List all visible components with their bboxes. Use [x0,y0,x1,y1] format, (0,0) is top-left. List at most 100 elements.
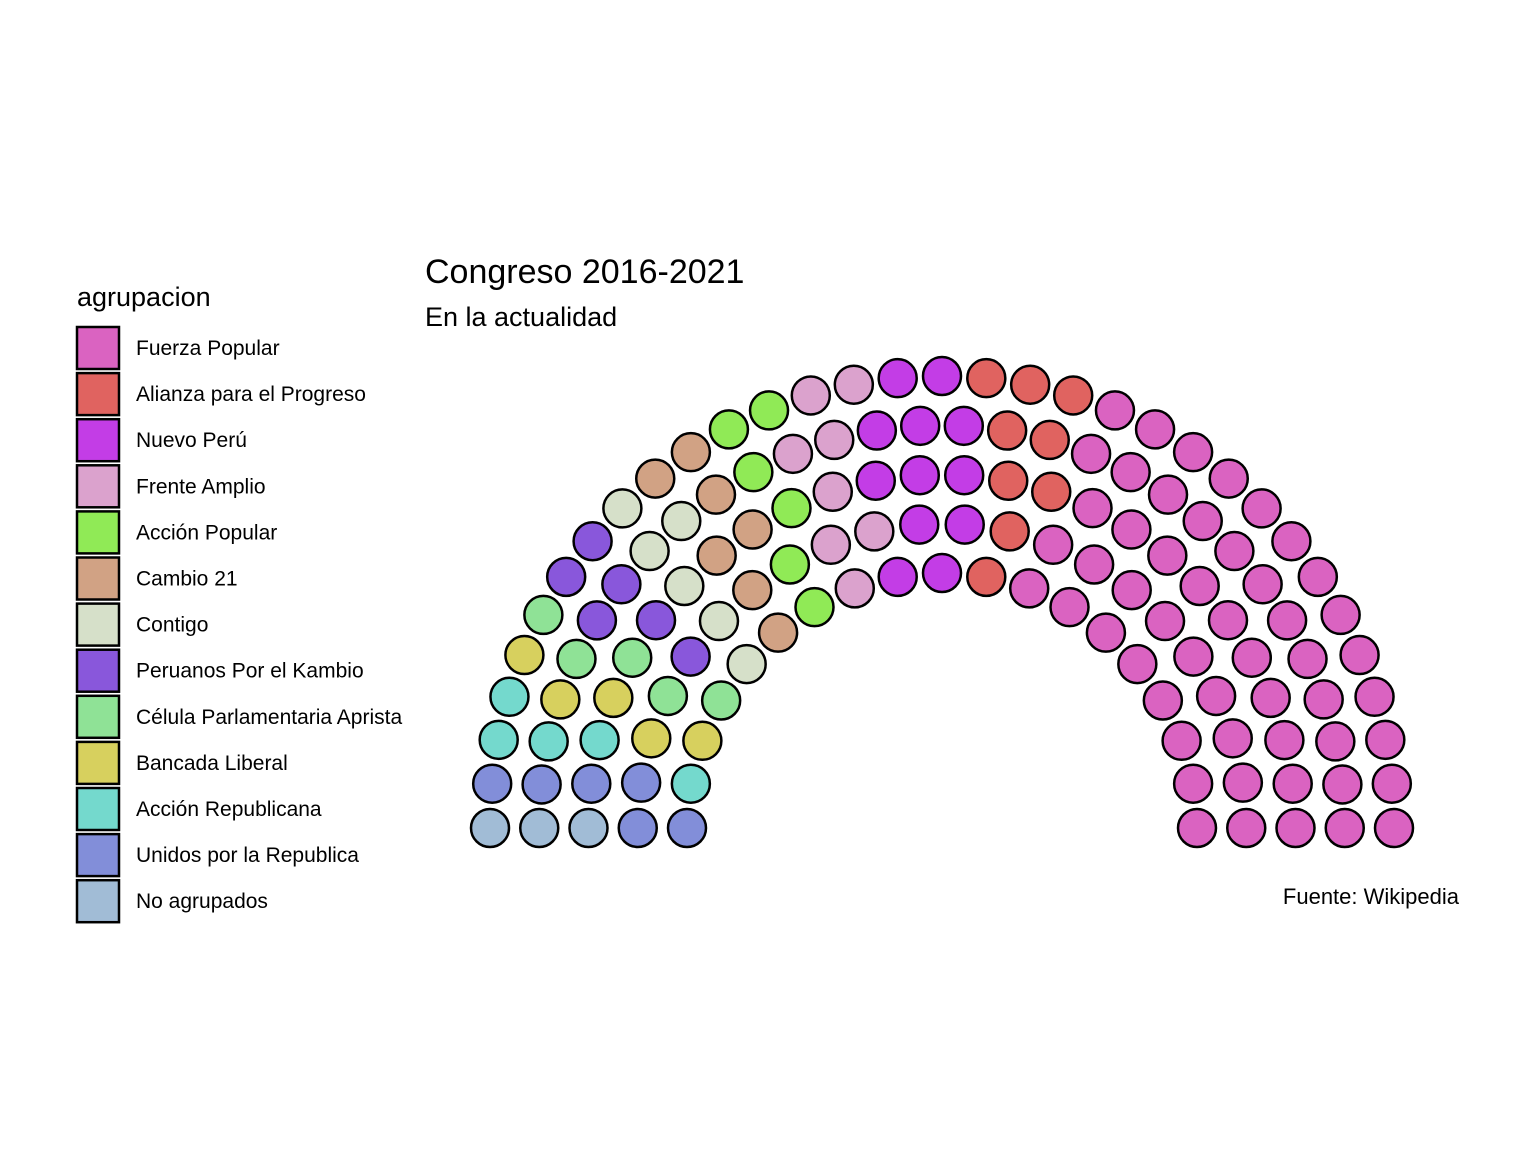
legend-key-frente-amplio [75,464,121,509]
seat-alianza-para-el-progreso [1030,471,1072,513]
legend-label-accion-popular: Acción Popular [136,521,277,544]
seat-fuerza-popular [1271,521,1312,562]
legend-key-peruanos-por-el-kambio [75,648,121,693]
seat-frente-amplio [854,511,895,552]
legend-key-bancada-liberal [75,740,121,786]
seat-peruanos-por-el-kambio [545,556,587,598]
seat-accion-republicana [489,676,530,718]
seat-nuevo-peru [877,556,918,598]
seat-cambio-21 [635,458,676,499]
seat-frente-amplio [772,433,814,475]
seat-fuerza-popular [1176,807,1218,849]
seat-nuevo-peru [877,357,918,399]
seat-cambio-21 [696,535,737,576]
chart-subtitle: En la actualidad [425,302,617,332]
seat-fuerza-popular [1110,451,1151,493]
seats [469,355,1415,849]
seat-accion-republicana [670,763,712,804]
seat-nuevo-peru [899,454,941,496]
seat-nuevo-peru [899,504,940,545]
seat-cambio-21 [670,431,712,473]
seat-fuerza-popular [1172,431,1214,473]
seat-alianza-para-el-progreso [966,357,1007,399]
seat-fuerza-popular [1212,718,1253,759]
seat-fuerza-popular [1085,612,1127,653]
legend-key-alianza-para-el-progreso [75,371,121,417]
legend-label-frente-amplio: Frente Amplio [136,475,266,498]
legend-label-unidos-por-la-republica: Unidos por la Republica [136,844,359,867]
legend-key-accion-republicana [75,786,121,832]
seat-fuerza-popular [1242,564,1283,605]
seat-celula-parlamentaria-aprista [700,680,742,721]
legend-key-accion-popular [75,510,121,555]
seat-cambio-21 [757,612,799,653]
seat-fuerza-popular [1297,556,1339,598]
seat-accion-republicana [579,719,620,761]
seat-frente-amplio [833,364,875,405]
seat-fuerza-popular [1195,675,1237,717]
seat-alianza-para-el-progreso [1009,364,1051,405]
seat-fuerza-popular [1172,763,1214,804]
legend-key-no-agrupados [75,878,121,924]
seat-fuerza-popular [1147,474,1189,515]
seat-fuerza-popular [1094,390,1136,431]
seat-celula-parlamentaria-aprista [556,638,597,680]
legend-key-cambio-21 [75,556,121,601]
seat-fuerza-popular [1147,535,1188,576]
legend-label-fuerza-popular: Fuerza Popular [136,337,280,360]
seat-accion-popular [771,487,812,529]
seat-fuerza-popular [1339,634,1380,676]
seat-alianza-para-el-progreso [989,511,1030,552]
seat-fuerza-popular [1315,721,1356,762]
seat-accion-republicana [528,721,569,762]
seat-peruanos-por-el-kambio [635,599,677,641]
seat-bancada-liberal [593,677,634,719]
legend-label-contigo: Contigo [136,614,208,637]
legend-key-celula-parlamentaria-aprista [75,694,121,740]
seat-fuerza-popular [1049,586,1090,628]
seat-fuerza-popular [1008,568,1050,609]
seat-bancada-liberal [682,720,723,762]
seat-accion-popular [733,451,774,493]
seat-celula-parlamentaria-aprista [611,637,653,678]
seat-frente-amplio [790,375,832,416]
seat-frente-amplio [810,524,852,566]
chart-title: Congreso 2016-2021 [425,253,744,291]
seat-nuevo-peru [899,405,941,447]
seat-peruanos-por-el-kambio [572,521,613,562]
seat-unidos-por-la-republica [620,762,662,803]
seat-bancada-liberal [631,718,672,759]
seat-fuerza-popular [1264,719,1305,761]
seat-accion-popular [794,586,835,628]
seat-fuerza-popular [1134,409,1176,450]
seat-fuerza-popular [1222,762,1264,803]
seat-contigo [629,530,670,572]
seat-fuerza-popular [1117,643,1158,685]
seat-contigo [664,565,705,607]
seat-fuerza-popular [1214,530,1255,572]
seat-frente-amplio [834,568,876,609]
legend: Fuerza Popular Alianza para el Progreso Nu… [75,325,402,924]
seat-fuerza-popular [1324,807,1365,849]
seat-unidos-por-la-republica [666,807,708,849]
seat-nuevo-peru [944,504,985,545]
seat-fuerza-popular [1322,764,1363,805]
seat-fuerza-popular [1371,763,1413,804]
seat-fuerza-popular [1226,807,1267,849]
seat-fuerza-popular [1275,807,1316,849]
chart-caption: Fuente: Wikipedia [1283,884,1460,909]
seat-nuevo-peru [943,405,985,447]
seat-fuerza-popular [1250,677,1291,719]
seat-cambio-21 [695,474,737,515]
seat-fuerza-popular [1111,569,1152,611]
seat-peruanos-por-el-kambio [601,564,642,605]
seat-no-agrupados [519,807,560,849]
legend-title: agrupacion [77,282,211,312]
seat-fuerza-popular [1266,600,1308,641]
seat-fuerza-popular [1354,676,1395,718]
legend-key-nuevo-peru [75,417,121,463]
seat-contigo [698,600,740,642]
seat-unidos-por-la-republica [521,764,562,805]
seat-alianza-para-el-progreso [966,556,1007,598]
seat-nuevo-peru [921,552,963,594]
